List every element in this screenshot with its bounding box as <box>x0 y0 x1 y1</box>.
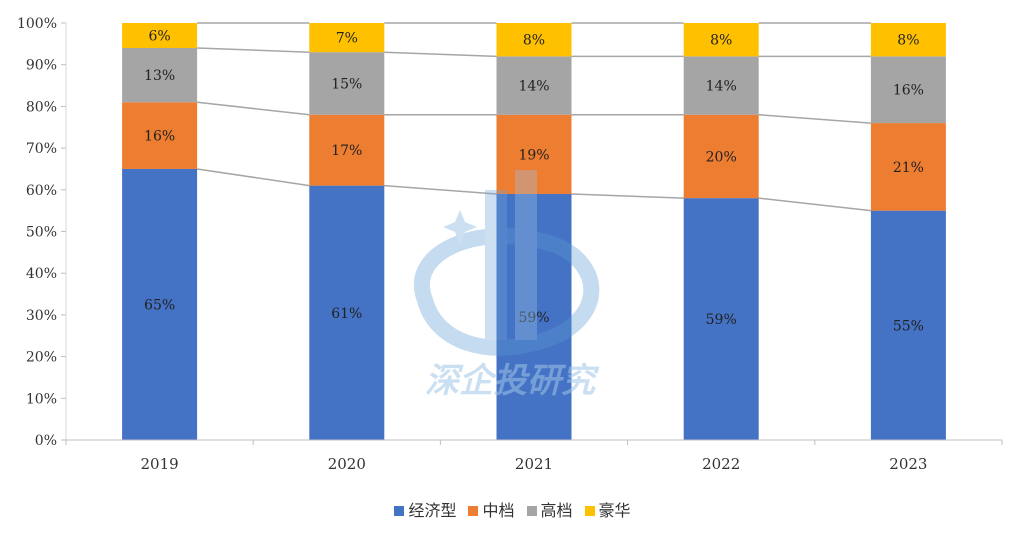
data-label: 14% <box>518 79 549 95</box>
data-label: 55% <box>893 318 924 334</box>
data-label: 8% <box>710 33 732 49</box>
legend-label: 中档 <box>482 501 515 520</box>
bar-segment <box>309 52 385 115</box>
y-axis: 0% 10% 20% 30% 40% 50% 60% 70% 80% 90% 100% <box>17 16 67 449</box>
series-connector <box>196 168 310 187</box>
x-tick-label: 2022 <box>702 455 740 473</box>
data-label: 17% <box>331 143 362 159</box>
data-label: 19% <box>518 147 549 163</box>
bars <box>122 23 946 440</box>
legend-swatch <box>468 506 479 516</box>
bar-segment <box>870 23 946 57</box>
series-connector <box>571 193 684 199</box>
legend: 经济型 中档 高档 豪华 <box>0 497 1025 521</box>
y-tick-label: 100% <box>17 16 57 32</box>
bar-segment <box>122 168 198 440</box>
y-tick-label: 60% <box>26 183 57 199</box>
bar-segment <box>122 48 198 103</box>
y-tick-label: 10% <box>26 391 57 407</box>
data-label: 13% <box>144 68 175 84</box>
data-label: 59% <box>706 312 737 328</box>
bar-segment <box>496 56 572 115</box>
bar-segment <box>683 198 759 440</box>
data-label: 16% <box>893 83 924 99</box>
series-connector <box>758 113 871 124</box>
x-tick-label: 2020 <box>328 455 366 473</box>
legend-item: 豪华 <box>584 497 631 521</box>
bar-segment <box>122 102 198 169</box>
series-connector <box>758 197 871 212</box>
data-label: 16% <box>144 129 175 145</box>
x-tick-label: 2019 <box>141 455 179 473</box>
bar-segment <box>683 114 759 199</box>
y-tick-label: 90% <box>26 58 57 74</box>
series-connector <box>197 101 310 116</box>
legend-label: 经济型 <box>408 501 457 520</box>
bar-segment <box>496 23 572 57</box>
bar-segment <box>309 185 385 440</box>
series-connector <box>384 184 497 195</box>
y-tick-label: 0% <box>35 433 57 449</box>
bar-segment <box>122 23 198 49</box>
data-label: 65% <box>144 297 175 313</box>
data-label: 61% <box>331 306 362 322</box>
bar-segment <box>309 23 385 53</box>
data-label: 15% <box>331 76 362 92</box>
bar-segment <box>683 56 759 115</box>
data-label: 59% <box>518 310 549 326</box>
data-label: 21% <box>893 160 924 176</box>
data-label: 14% <box>706 79 737 95</box>
data-label: 20% <box>706 149 737 165</box>
legend-item: 中档 <box>468 497 515 521</box>
bar-segment <box>309 114 385 186</box>
bar-segment <box>496 193 572 440</box>
x-tick-label: 2023 <box>889 455 927 473</box>
x-tick-label: 2021 <box>515 455 553 473</box>
y-tick-label: 80% <box>26 99 57 115</box>
series-connector <box>384 51 497 58</box>
bar-segment <box>496 114 572 194</box>
bar-segment <box>683 23 759 57</box>
data-label: 8% <box>897 33 919 49</box>
y-tick-label: 70% <box>26 141 57 157</box>
bar-segment <box>870 123 946 211</box>
x-axis: 2019 2020 2021 2022 2023 <box>65 439 1003 473</box>
data-label: 8% <box>523 33 545 49</box>
legend-label: 高档 <box>540 501 573 520</box>
data-labels: 65% 61% 59% 59% 55% 16% 17% 19% 20% 21% 13% 15% 14% 1… <box>144 29 924 335</box>
data-label: 6% <box>148 29 170 45</box>
data-label: 7% <box>336 31 358 47</box>
legend-label: 豪华 <box>598 501 631 520</box>
legend-swatch <box>584 506 595 516</box>
bar-segment <box>870 210 946 440</box>
legend-swatch <box>526 506 537 516</box>
y-tick-label: 30% <box>26 308 57 324</box>
legend-swatch <box>394 506 405 516</box>
legend-item: 经济型 <box>394 497 456 521</box>
y-tick-label: 50% <box>26 225 57 241</box>
legend-item: 高档 <box>526 497 573 521</box>
series-connector-lines <box>196 22 871 212</box>
y-tick-label: 20% <box>26 350 57 366</box>
series-connector <box>197 47 310 53</box>
bar-segment <box>870 56 946 124</box>
y-tick-label: 40% <box>26 266 57 282</box>
